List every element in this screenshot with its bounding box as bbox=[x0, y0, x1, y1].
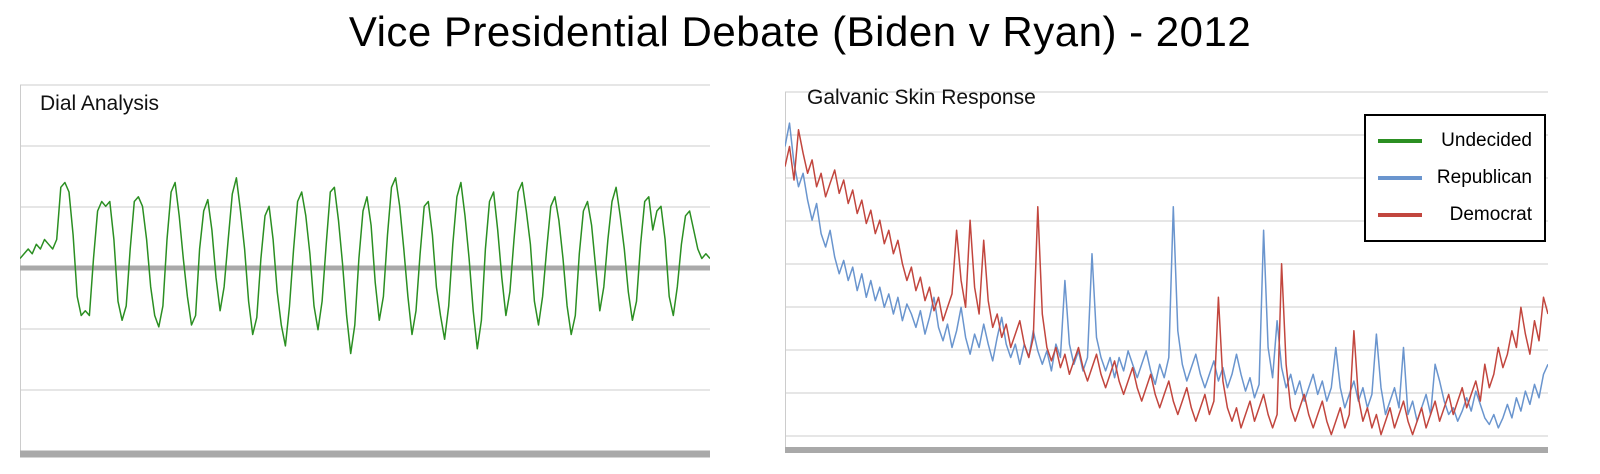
legend: Undecided Republican Democrat bbox=[1364, 114, 1546, 242]
legend-label-republican: Republican bbox=[1436, 166, 1532, 188]
republican-line-swatch-icon bbox=[1378, 175, 1422, 180]
legend-label-democrat: Democrat bbox=[1449, 204, 1532, 226]
legend-label-undecided: Undecided bbox=[1441, 129, 1532, 151]
page-title: Vice Presidential Debate (Biden v Ryan) … bbox=[348, 8, 1252, 55]
undecided-line-swatch-icon bbox=[1378, 138, 1422, 143]
gsr-chart-canvas bbox=[785, 91, 1548, 453]
dial-chart-canvas bbox=[20, 84, 710, 458]
legend-item-democrat: Democrat bbox=[1378, 204, 1532, 226]
legend-item-republican: Republican bbox=[1378, 167, 1532, 189]
democrat-series-line bbox=[785, 129, 1548, 436]
dial-analysis-panel: Dial Analysis bbox=[20, 78, 710, 462]
dial-panel-title: Dial Analysis bbox=[40, 92, 160, 115]
gsr-panel-title: Galvanic Skin Response bbox=[807, 86, 1036, 109]
democrat-line-swatch-icon bbox=[1378, 213, 1422, 218]
galvanic-skin-response-panel: Galvanic Skin Response Undecided Republi… bbox=[785, 78, 1548, 462]
undecided-series-line bbox=[20, 177, 710, 355]
legend-item-undecided: Undecided bbox=[1378, 130, 1532, 152]
